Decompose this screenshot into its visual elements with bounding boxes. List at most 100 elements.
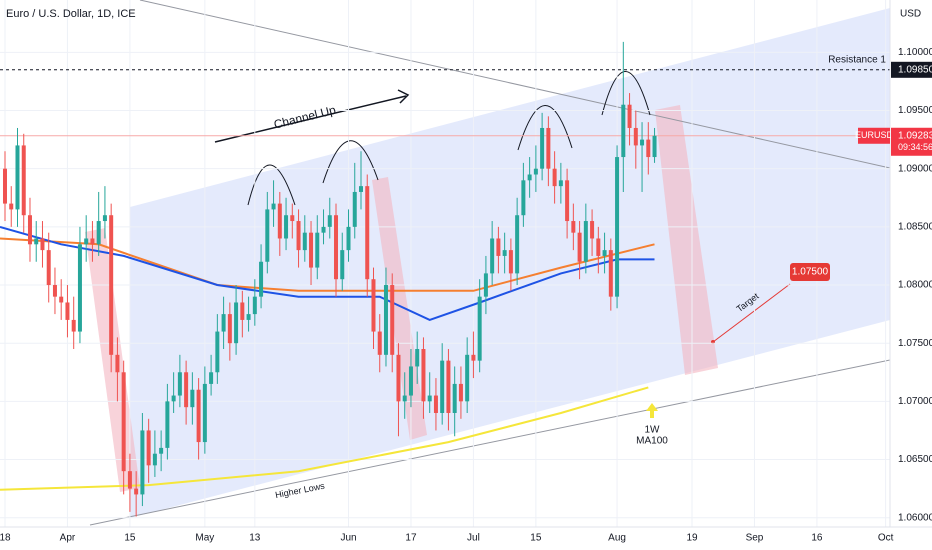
- candle-body: [415, 349, 420, 367]
- arc: [601, 71, 651, 116]
- price-axis: [890, 0, 932, 550]
- chart-title: Euro / U.S. Dollar, 1D, ICE: [6, 8, 136, 20]
- drawings: [85, 0, 891, 526]
- candle-body: [227, 314, 232, 344]
- candle-body: [640, 139, 645, 146]
- symbol-tag: [858, 127, 890, 144]
- candle-body: [540, 127, 545, 169]
- candle-body: [65, 302, 70, 320]
- y-tick-label: 1.08000: [898, 280, 932, 291]
- candle-body: [483, 273, 488, 297]
- resistance-label: 1.09850: [898, 64, 932, 75]
- candle-body: [590, 221, 595, 239]
- candle-body: [596, 238, 601, 256]
- candle-body: [571, 221, 576, 233]
- last-price-tag: [891, 127, 932, 156]
- resistance-name: Resistance 1: [828, 55, 886, 66]
- arc: [517, 105, 573, 151]
- candle-body: [196, 389, 201, 443]
- candle-body: [290, 215, 295, 222]
- candle-body: [458, 383, 463, 402]
- candle-body: [140, 430, 145, 495]
- candle-body: [127, 471, 132, 489]
- candle-body: [171, 395, 176, 402]
- ma-arrow: [646, 403, 658, 418]
- candle-body: [340, 250, 345, 280]
- x-tick-label: Aug: [608, 533, 626, 544]
- candle-body: [402, 395, 407, 402]
- y-tick-label: 1.09500: [898, 105, 932, 116]
- x-tick-label: 19: [686, 533, 698, 544]
- y-tick-label: 1.07000: [898, 396, 932, 407]
- candle-body: [558, 180, 563, 187]
- candle-body: [59, 296, 64, 303]
- last-price-label: 1.09283: [898, 130, 932, 141]
- arrow: [214, 95, 407, 143]
- candle-body: [440, 360, 445, 413]
- candle-body: [552, 168, 557, 187]
- x-tick-label: 13: [249, 533, 261, 544]
- candle-body: [109, 215, 114, 355]
- candle-body: [490, 238, 495, 274]
- candle-body: [427, 395, 432, 402]
- y-tick-label: 1.09000: [898, 163, 932, 174]
- candle-body: [646, 139, 651, 158]
- candle-body: [508, 250, 513, 274]
- target-label: 1.07500: [792, 267, 829, 278]
- candle-body: [346, 226, 351, 251]
- candle-body: [352, 191, 357, 227]
- candle-body: [252, 296, 257, 315]
- arc: [322, 140, 379, 184]
- candle-body: [577, 232, 582, 262]
- candle-body: [102, 215, 107, 222]
- candle-body: [265, 209, 270, 262]
- candle-body: [165, 401, 170, 448]
- candle-body: [621, 104, 626, 158]
- candle-body: [190, 389, 195, 408]
- candle-body: [327, 215, 332, 227]
- candle-body: [259, 261, 264, 297]
- candle-body: [215, 331, 220, 373]
- annotation: 1W: [645, 425, 661, 436]
- candle-body: [134, 488, 139, 495]
- candle-body: [527, 174, 532, 181]
- candle-body: [115, 354, 120, 373]
- x-tick-label: Apr: [60, 533, 76, 544]
- candle-body: [533, 168, 538, 175]
- y-tick-label: 1.06000: [898, 512, 932, 523]
- candle-body: [9, 203, 14, 210]
- candle-body: [583, 221, 588, 262]
- candle-body: [433, 395, 438, 413]
- x-tick-label: 16: [811, 533, 823, 544]
- candle-body: [446, 360, 451, 413]
- candle-body: [96, 221, 101, 245]
- candle-body: [209, 372, 214, 384]
- x-tick-label: 15: [530, 533, 542, 544]
- candle-body: [71, 319, 76, 332]
- candle-body: [608, 250, 613, 297]
- candle-body: [627, 104, 632, 128]
- candle-body: [565, 180, 570, 222]
- candle-body: [27, 215, 32, 245]
- annotation: Higher Lows: [274, 481, 326, 500]
- candle-body: [465, 354, 470, 402]
- candle-body: [177, 372, 182, 396]
- candle-body: [452, 383, 457, 413]
- x-tick-label: 18: [0, 533, 11, 544]
- drop-box: [85, 228, 140, 492]
- axis: 1.06000 1.06500 1.07000 1.07500 1.08000 1.085…: [0, 47, 932, 544]
- target-tag: [790, 263, 830, 281]
- candle-body: [421, 349, 426, 402]
- candle-body: [321, 226, 326, 233]
- candle-body: [390, 285, 395, 355]
- candle-body: [477, 296, 482, 361]
- candle-body: [146, 430, 151, 466]
- y-tick-label: 1.08500: [898, 221, 932, 232]
- y-tick-label: 1.06500: [898, 454, 932, 465]
- candle-body: [296, 221, 301, 251]
- candle-body: [234, 302, 239, 344]
- candle-body: [408, 366, 413, 396]
- candle-body: [52, 285, 57, 297]
- candle-body: [358, 186, 363, 192]
